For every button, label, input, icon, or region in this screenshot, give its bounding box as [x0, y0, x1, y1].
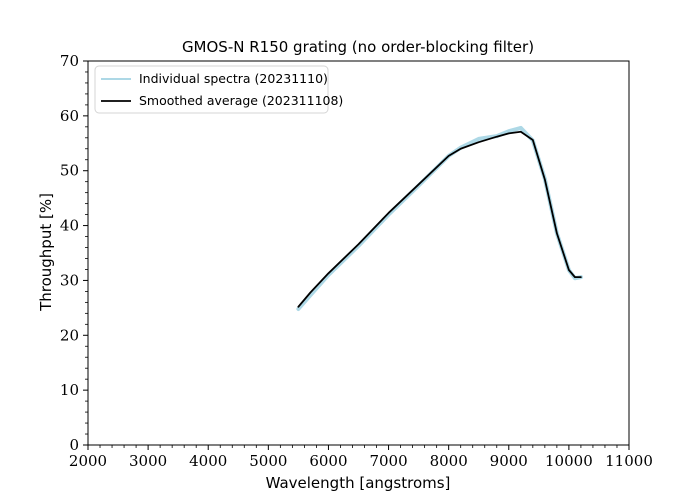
- y-tick-label: 20: [60, 326, 79, 344]
- x-tick-label: 10000: [545, 452, 593, 470]
- y-tick-label: 70: [60, 52, 79, 70]
- x-tick-label: 8000: [430, 452, 468, 470]
- plot-frame: [87, 60, 630, 446]
- x-tick-label: 3000: [129, 452, 167, 470]
- legend-box: [94, 65, 329, 114]
- plot-layer: [296, 125, 583, 311]
- x-tick-label: 2000: [69, 452, 107, 470]
- y-tick-label: 10: [60, 381, 79, 399]
- x-tick-label: 9000: [490, 452, 528, 470]
- y-tick-label: 0: [69, 436, 79, 454]
- x-tick-label: 4000: [189, 452, 227, 470]
- x-tick-label: 6000: [309, 452, 347, 470]
- x-tick-label: 7000: [369, 452, 407, 470]
- axes-layer: 2000 3000 4000 5000 6000 7000 8000 9000 10000 110…: [60, 52, 653, 470]
- x-tick-label: 5000: [249, 452, 287, 470]
- legend-label: Smoothed average (202311108): [139, 93, 343, 108]
- series-line-smoothed-average: [297, 130, 582, 308]
- chart-title: GMOS-N R150 grating (no order-blocking f…: [182, 38, 534, 56]
- y-tick-label: 40: [60, 217, 79, 235]
- legend-label: Individual spectra (20231110): [139, 71, 328, 86]
- y-tick-label: 30: [60, 271, 79, 289]
- y-tick-label: 60: [60, 107, 79, 125]
- x-axis-label: Wavelength [angstroms]: [266, 474, 451, 492]
- y-axis-label: Throughput [%]: [37, 193, 55, 312]
- y-tick-label: 50: [60, 162, 79, 180]
- x-tick-label: 11000: [605, 452, 653, 470]
- legend: Individual spectra (20231110) Smoothed av…: [94, 65, 343, 114]
